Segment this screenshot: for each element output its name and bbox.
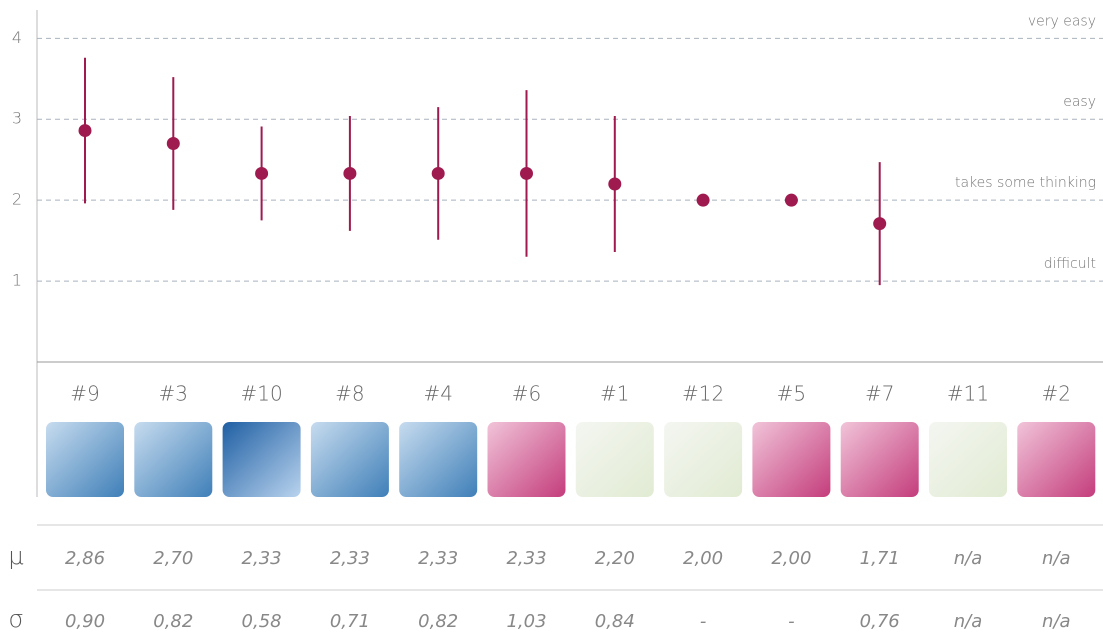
mean-label: 2,20 bbox=[595, 548, 635, 569]
std-label: 0,82 bbox=[418, 611, 458, 632]
y-tick-label: 3 bbox=[12, 109, 22, 128]
row-label: σ bbox=[8, 605, 23, 633]
thumbnail bbox=[310, 422, 389, 497]
x-tick-label: #5 bbox=[777, 382, 806, 406]
dot bbox=[343, 166, 357, 180]
dot bbox=[696, 193, 710, 207]
row-label: μ bbox=[8, 542, 23, 570]
x-tick-label: #4 bbox=[423, 382, 452, 406]
x-tick-label: #11 bbox=[947, 382, 989, 406]
std-label: 0,71 bbox=[330, 611, 370, 632]
thumbnail bbox=[1017, 422, 1096, 497]
mean-label: 2,70 bbox=[153, 548, 193, 569]
thumbnail bbox=[752, 422, 831, 497]
dot bbox=[520, 166, 533, 180]
mean-label: 2,33 bbox=[242, 548, 282, 569]
mean-label: 2,00 bbox=[683, 548, 723, 569]
thumbnail bbox=[399, 422, 478, 497]
x-tick-label: #7 bbox=[865, 382, 894, 406]
thumbnail bbox=[46, 422, 124, 497]
std-label: - bbox=[700, 611, 707, 632]
mean-label: 1,71 bbox=[860, 548, 900, 569]
x-tick-label: #1 bbox=[600, 382, 629, 406]
y-tick-label: 2 bbox=[12, 190, 22, 209]
mean-label: 2,33 bbox=[506, 548, 546, 569]
dot bbox=[873, 217, 887, 231]
thumbnail bbox=[664, 422, 743, 497]
x-tick-label: #6 bbox=[512, 382, 541, 406]
x-tick-label: #3 bbox=[159, 382, 188, 406]
x-tick-label: #8 bbox=[335, 382, 364, 406]
thumbnail bbox=[222, 422, 301, 497]
thumbnail bbox=[929, 422, 1007, 497]
std-label: 0,76 bbox=[860, 611, 900, 632]
dot bbox=[784, 193, 798, 207]
y-tick-label: 4 bbox=[12, 28, 22, 47]
mean-label: n/a bbox=[954, 548, 983, 569]
y-level-label: takes some thinking bbox=[955, 175, 1096, 191]
dot bbox=[431, 166, 445, 180]
std-label: 0,90 bbox=[65, 611, 105, 632]
std-label: - bbox=[788, 611, 795, 632]
thumbnail bbox=[575, 422, 654, 497]
dot bbox=[166, 137, 180, 151]
std-label: 1,03 bbox=[506, 611, 546, 632]
std-label: n/a bbox=[1042, 611, 1071, 632]
thumbnail bbox=[840, 422, 919, 497]
x-tick-label: #12 bbox=[682, 382, 724, 406]
thumbnail bbox=[487, 422, 566, 497]
y-level-label: very easy bbox=[1028, 13, 1096, 29]
dot bbox=[78, 124, 92, 138]
std-label: 0,84 bbox=[595, 611, 635, 632]
x-tick-label: #2 bbox=[1042, 382, 1071, 406]
mean-label: 2,00 bbox=[771, 548, 811, 569]
y-level-label: easy bbox=[1063, 94, 1096, 110]
std-label: 0,82 bbox=[153, 611, 193, 632]
dot bbox=[608, 177, 622, 191]
std-label: 0,58 bbox=[242, 611, 282, 632]
mean-label: 2,86 bbox=[65, 548, 105, 569]
thumbnail bbox=[134, 422, 213, 497]
mean-label: 2,33 bbox=[418, 548, 458, 569]
x-tick-label: #9 bbox=[70, 382, 99, 406]
mean-label: 2,33 bbox=[330, 548, 370, 569]
x-tick-label: #10 bbox=[240, 382, 282, 406]
mean-label: n/a bbox=[1042, 548, 1071, 569]
y-tick-label: 1 bbox=[12, 271, 22, 290]
std-label: n/a bbox=[954, 611, 983, 632]
dot bbox=[255, 166, 269, 180]
y-level-label: difficult bbox=[1044, 256, 1096, 272]
